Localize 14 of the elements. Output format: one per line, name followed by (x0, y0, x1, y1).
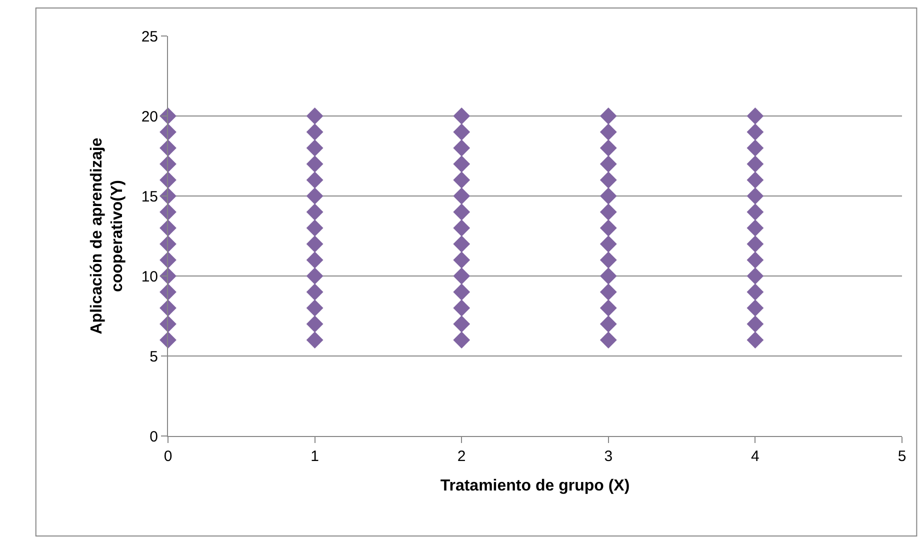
x-tick-label: 5 (898, 448, 906, 465)
x-tick-label: 4 (751, 448, 760, 465)
x-tick-label: 0 (164, 448, 172, 465)
y-axis-title: Aplicación de aprendizaje cooperativo(Y) (88, 138, 126, 334)
x-tick-label: 2 (457, 448, 466, 465)
x-axis-title: Tratamiento de grupo (X) (440, 478, 630, 495)
x-tick-label: 3 (604, 448, 613, 465)
y-tick-label: 10 (141, 268, 158, 286)
y-tick-label: 0 (150, 428, 158, 446)
y-tick-label: 25 (141, 28, 158, 46)
y-tick-label: 5 (150, 348, 158, 366)
y-tick-label: 20 (141, 108, 158, 126)
y-tick-label: 15 (141, 188, 158, 206)
x-tick-label: 1 (310, 448, 319, 465)
